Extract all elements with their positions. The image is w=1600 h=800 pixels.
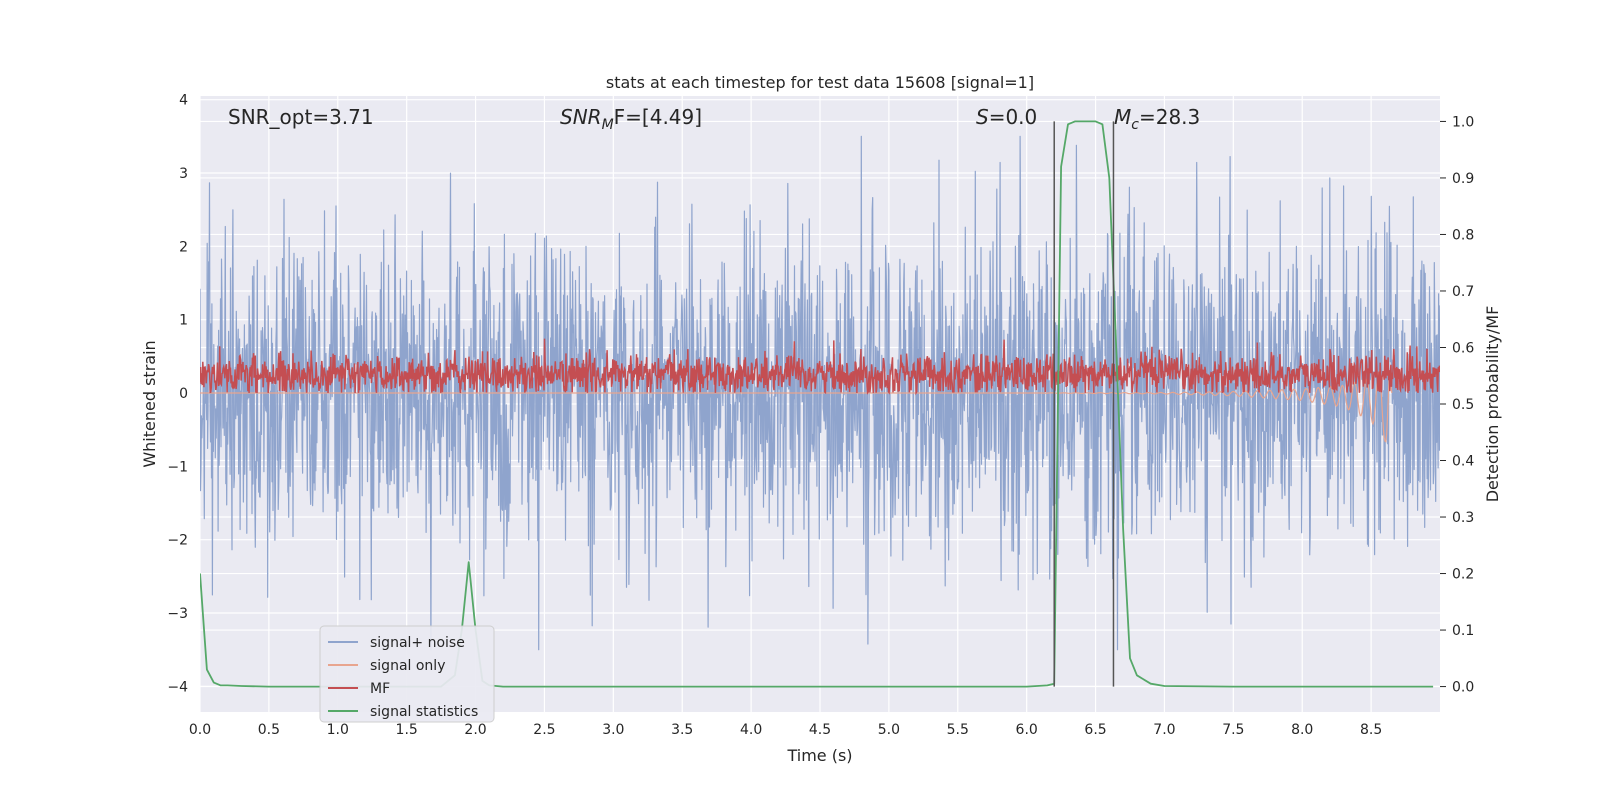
annotation-snr-mf-sub: M bbox=[602, 117, 614, 133]
y2-tick-label: 0.7 bbox=[1452, 284, 1474, 300]
y-tick-label: 4 bbox=[179, 93, 188, 109]
y2-tick-label: 0.3 bbox=[1452, 510, 1474, 526]
y2-tick-label: 0.9 bbox=[1452, 171, 1474, 187]
x-tick-label: 3.0 bbox=[602, 722, 624, 738]
vertical-markers bbox=[1053, 121, 1115, 687]
series-signal-statistics-line bbox=[200, 120, 1434, 688]
annotation-snr-mf: SNRMF=[4.49] bbox=[560, 105, 702, 133]
x-tick-labels: 0.0 0.5 1.0 1.5 2.0 2.5 3.0 3.5 4.0 4.5 5.0 5.5 6.0 6… bbox=[189, 722, 1382, 738]
y2-tick-label: 0.1 bbox=[1452, 623, 1474, 639]
annotation-mc-rest: =28.3 bbox=[1139, 105, 1200, 129]
y2-tick-label: 0.2 bbox=[1452, 567, 1474, 583]
y-tick-labels: 4 3 2 1 0 −1 −2 −3 −4 bbox=[167, 93, 188, 696]
series-signal-only-line bbox=[200, 370, 1393, 443]
y-tick-label: 0 bbox=[179, 386, 188, 402]
y-tick-label: 1 bbox=[179, 313, 188, 329]
x-tick-label: 7.5 bbox=[1222, 722, 1244, 738]
annotation-snr-mf-symbol: SNR bbox=[560, 105, 602, 129]
chart-title: stats at each timestep for test data 156… bbox=[606, 73, 1034, 92]
x-tick-label: 4.5 bbox=[809, 722, 831, 738]
x-tick-label: 1.5 bbox=[396, 722, 418, 738]
x-tick-label: 6.0 bbox=[1016, 722, 1038, 738]
x-tick-label: 2.0 bbox=[464, 722, 486, 738]
y-tick-label: 2 bbox=[179, 239, 188, 255]
x-tick-label: 3.5 bbox=[671, 722, 693, 738]
x-axis-label: Time (s) bbox=[786, 746, 852, 765]
y-tick-label: −2 bbox=[167, 533, 188, 549]
x-tick-label: 8.5 bbox=[1360, 722, 1382, 738]
y-tick-label: −1 bbox=[167, 459, 188, 475]
y-axis-label: Whitened strain bbox=[140, 340, 159, 467]
series-layer bbox=[200, 120, 1440, 688]
series-signal-noise-line bbox=[200, 135, 1440, 651]
x-tick-label: 8.0 bbox=[1291, 722, 1313, 738]
x-tick-label: 0.5 bbox=[258, 722, 280, 738]
annotation-mc-sub: c bbox=[1131, 117, 1139, 133]
y2-tick-label: 0.6 bbox=[1452, 340, 1474, 356]
x-tick-label: 6.5 bbox=[1084, 722, 1106, 738]
y2-tick-label: 0.8 bbox=[1452, 227, 1474, 243]
y-tick-label: −4 bbox=[167, 679, 188, 695]
y2-axis-label: Detection probability/MF bbox=[1483, 306, 1502, 503]
annotation-s-rest: =0.0 bbox=[989, 105, 1038, 129]
x-tick-label: 2.5 bbox=[533, 722, 555, 738]
x-tick-label: 1.0 bbox=[327, 722, 349, 738]
annotation-snr-opt: SNR_opt=3.71 bbox=[228, 105, 374, 129]
y-tick-label: 3 bbox=[179, 166, 188, 182]
legend-label: signal+ noise bbox=[370, 635, 465, 651]
y2-tick-label: 1.0 bbox=[1452, 114, 1474, 130]
y2-tick-labels: 1.0 0.9 0.8 0.7 0.6 0.5 0.4 0.3 0.2 0.1 0.0 bbox=[1440, 114, 1474, 696]
annotation-mc-symbol: M bbox=[1114, 105, 1131, 129]
legend-label: signal only bbox=[370, 658, 445, 674]
annotation-s-symbol: S bbox=[976, 105, 989, 129]
y2-tick-label: 0.0 bbox=[1452, 680, 1474, 696]
series-mf-line bbox=[200, 338, 1440, 396]
y2-tick-label: 0.4 bbox=[1452, 454, 1474, 470]
annotation-mc: Mc=28.3 bbox=[1114, 105, 1200, 133]
legend: signal+ noise signal only MF signal statist… bbox=[319, 625, 495, 723]
y2-tick-label: 0.5 bbox=[1452, 397, 1474, 413]
x-tick-label: 5.0 bbox=[878, 722, 900, 738]
legend-label: signal statistics bbox=[370, 704, 478, 720]
legend-label: MF bbox=[370, 681, 390, 697]
x-tick-label: 5.5 bbox=[947, 722, 969, 738]
x-tick-label: 7.0 bbox=[1153, 722, 1175, 738]
annotation-snr-mf-rest: F=[4.49] bbox=[614, 105, 702, 129]
x-tick-label: 0.0 bbox=[189, 722, 211, 738]
x-tick-label: 4.0 bbox=[740, 722, 762, 738]
y-tick-label: −3 bbox=[167, 606, 188, 622]
annotation-s: S=0.0 bbox=[976, 105, 1037, 129]
